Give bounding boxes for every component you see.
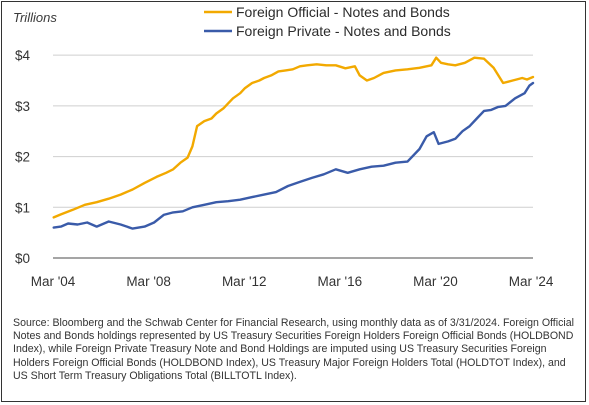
series-lines: [52, 56, 535, 230]
x-tick-label: Mar '04: [31, 274, 76, 289]
y-tick-label: $1: [15, 200, 30, 215]
x-tick-label: Mar '08: [126, 274, 171, 289]
x-tick-label: Mar '12: [222, 274, 267, 289]
y-tick-label: $2: [15, 150, 30, 165]
x-axis-ticks: Mar '04 Mar '08 Mar '12 Mar '16 Mar '20 Mar '…: [31, 274, 554, 289]
legend-label-foreign-official: Foreign Official - Notes and Bonds: [236, 4, 450, 20]
grid-lines: [53, 54, 533, 259]
y-tick-label: $4: [15, 48, 31, 63]
series-line-foreign-private: [52, 81, 535, 230]
y-axis-ticks: $0 $1 $2 $3 $4: [15, 48, 31, 266]
legend: Foreign Official - Notes and Bonds Forei…: [204, 4, 451, 39]
x-tick-label: Mar '20: [413, 274, 458, 289]
x-tick-label: Mar '24: [509, 274, 554, 289]
series-line-foreign-official: [52, 56, 535, 219]
source-note: Source: Bloomberg and the Schwab Center …: [13, 317, 574, 382]
x-tick-label: Mar '16: [318, 274, 363, 289]
y-tick-label: $0: [15, 251, 30, 266]
y-axis-unit-label: Trillions: [13, 10, 57, 25]
legend-label-foreign-private: Foreign Private - Notes and Bonds: [236, 23, 451, 39]
y-tick-label: $3: [15, 99, 30, 114]
